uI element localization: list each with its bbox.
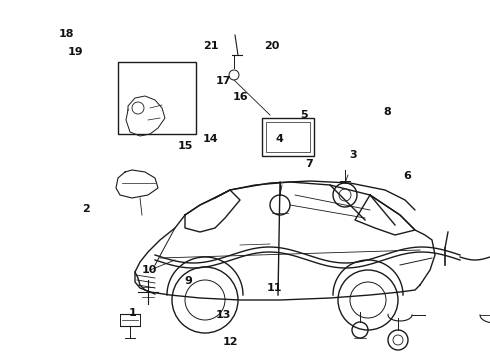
- Text: 12: 12: [222, 337, 238, 347]
- Text: 8: 8: [383, 107, 391, 117]
- Text: 4: 4: [275, 134, 283, 144]
- Text: 17: 17: [215, 76, 231, 86]
- Text: 16: 16: [232, 92, 248, 102]
- Bar: [262, 118, 314, 156]
- Bar: [118, 62, 196, 134]
- Text: 2: 2: [82, 204, 90, 214]
- Text: 5: 5: [300, 110, 308, 120]
- Text: 15: 15: [177, 141, 193, 151]
- Text: 21: 21: [203, 41, 219, 51]
- Text: 11: 11: [267, 283, 282, 293]
- Text: 10: 10: [142, 265, 157, 275]
- Text: 13: 13: [215, 310, 231, 320]
- Text: 18: 18: [58, 29, 74, 39]
- Text: 6: 6: [403, 171, 411, 181]
- Text: 19: 19: [68, 47, 84, 57]
- Text: 14: 14: [203, 134, 219, 144]
- Text: 7: 7: [305, 159, 313, 169]
- Text: 20: 20: [264, 41, 280, 51]
- Bar: [266, 122, 310, 152]
- Text: 3: 3: [349, 150, 357, 160]
- Text: 9: 9: [185, 276, 193, 286]
- Text: 1: 1: [128, 308, 136, 318]
